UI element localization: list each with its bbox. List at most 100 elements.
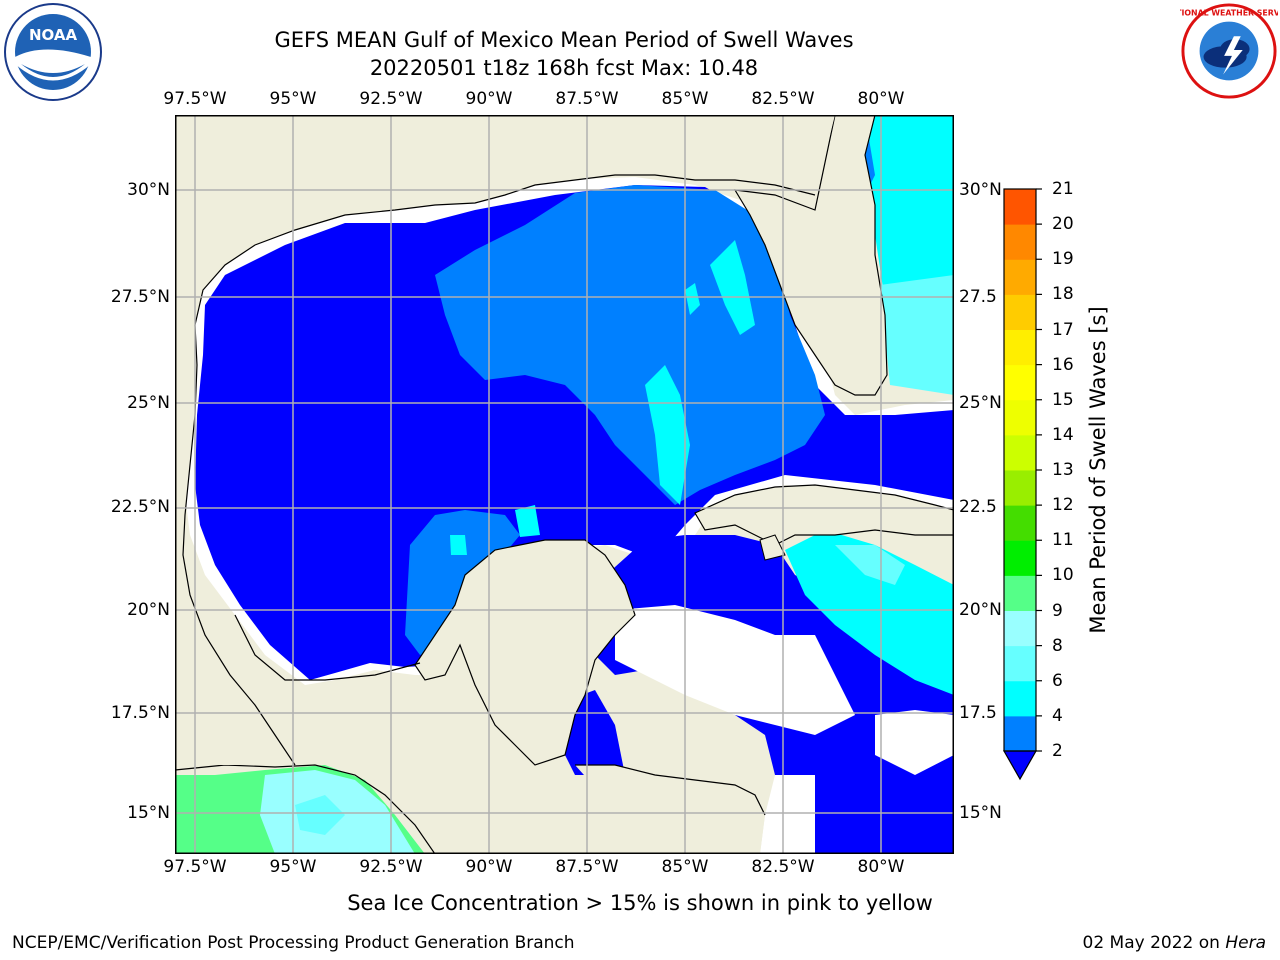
lat-label-right: 30°N (959, 180, 1002, 200)
lat-label-right: 15°N (959, 803, 1002, 823)
colorbar-segment (1004, 470, 1036, 506)
nws-logo: NATIONAL WEATHER SERVICE (1180, 3, 1278, 99)
colorbar-tick-label: 2 (1052, 741, 1063, 761)
lon-label-bottom: 82.5°W (751, 857, 815, 877)
colorbar-tick-label: 14 (1052, 424, 1074, 445)
colorbar-segment (1004, 259, 1036, 295)
colorbar-label: Mean Period of Swell Waves [s] (1086, 306, 1110, 634)
lon-label-top: 82.5°W (751, 89, 815, 109)
colorbar-tick-label: 9 (1052, 600, 1063, 621)
noaa-logo: NOAA (4, 3, 102, 101)
colorbar-segment (1004, 189, 1036, 225)
map-plot (175, 115, 954, 854)
caribbean-swell-6-8 (785, 530, 954, 695)
graticule (175, 115, 954, 854)
lon-label-bottom: 80°W (857, 857, 905, 877)
colorbar-segment (1004, 715, 1036, 752)
lat-label-left: 20°N (127, 600, 170, 620)
lat-label-right: 27.5 (959, 287, 997, 307)
colorbar-tick-label: 12 (1052, 495, 1074, 516)
honduras-coastline (575, 764, 766, 816)
caribbean-missing-2 (760, 775, 815, 854)
colorbar-segment (1004, 540, 1036, 576)
map-frame (175, 115, 954, 854)
honduras-land (575, 765, 954, 854)
footer-date: 02 May 2022 on Hera (1083, 933, 1267, 953)
lat-label-left: 27.5°N (110, 287, 170, 307)
lon-label-bottom: 95°W (269, 857, 317, 877)
gulf-swell-6-streak-5 (450, 535, 467, 555)
lon-label-top: 97.5°W (163, 89, 227, 109)
colorbar-extend-arrow (1002, 750, 1038, 781)
noaa-logo-text: NOAA (29, 26, 78, 44)
colorbar-tick-label: 20 (1052, 214, 1074, 235)
footer-date-text: 02 May 2022 on (1082, 933, 1226, 953)
campeche-coastline (234, 614, 421, 681)
colorbar-tick-label: 21 (1052, 179, 1074, 199)
isla-juventud (759, 534, 786, 561)
caribbean-missing-3 (875, 710, 954, 775)
mexico-us-land (175, 115, 954, 765)
colorbar-tick-label: 17 (1052, 319, 1074, 340)
sea-ice-note: Sea Ice Concentration > 15% is shown in … (347, 891, 933, 915)
cuba (694, 484, 954, 546)
chart-title: GEFS MEAN Gulf of Mexico Mean Period of … (274, 28, 854, 52)
colorbar-segment (1004, 224, 1036, 260)
gulf-swell-6-streak-4 (515, 505, 540, 537)
lat-label-right: 17.5 (959, 703, 997, 723)
colorbar-tick-label: 4 (1052, 705, 1063, 726)
lat-label-left: 15°N (127, 803, 170, 823)
lon-label-top: 95°W (269, 89, 317, 109)
colorbar-tick-label: 10 (1052, 565, 1074, 586)
colorbar-segment (1004, 610, 1036, 647)
colorbar-segment (1004, 329, 1036, 366)
lon-label-bottom: 97.5°W (163, 857, 227, 877)
colorbar-tick-label: 15 (1052, 389, 1074, 410)
caribbean-swell-8 (835, 545, 905, 585)
colorbar-tick-label: 11 (1052, 530, 1074, 551)
colorbar-segment (1004, 399, 1036, 436)
lon-label-top: 92.5°W (359, 89, 423, 109)
lat-label-right: 20°N (959, 600, 1002, 620)
lon-label-top: 87.5°W (555, 89, 619, 109)
lat-label-right: 25°N (959, 393, 1002, 413)
footer-machine: Hera (1225, 933, 1266, 953)
colorbar-tick-label: 18 (1052, 284, 1074, 305)
colorbar (1002, 188, 1042, 781)
colorbar-segment (1004, 680, 1036, 717)
lon-label-bottom: 90°W (465, 857, 513, 877)
colorbar-segment (1004, 364, 1036, 401)
colorbar-tick-label: 13 (1052, 460, 1074, 480)
lon-label-bottom: 92.5°W (359, 857, 423, 877)
colorbar-segment (1004, 645, 1036, 682)
yucatan-peninsula (414, 539, 636, 766)
pacific-coastline (175, 764, 436, 854)
footer-branch: NCEP/EMC/Verification Post Processing Pr… (12, 933, 575, 953)
lat-label-left: 25°N (127, 393, 170, 413)
gulf-swell-6-streak-3 (685, 283, 700, 315)
caribbean-missing-1 (615, 605, 855, 735)
lat-label-left: 22.5°N (110, 497, 170, 517)
colorbar-tick-label: 6 (1052, 670, 1063, 691)
lon-label-bottom: 85°W (661, 857, 709, 877)
colorbar-segment (1004, 434, 1036, 471)
lat-label-left: 17.5°N (110, 703, 170, 723)
gulf-swell-6-streak-1 (645, 365, 690, 505)
lat-label-left: 30°N (127, 180, 170, 200)
atlantic-swell-8 (880, 275, 954, 395)
nws-logo-text: NATIONAL WEATHER SERVICE (1180, 9, 1278, 18)
lat-label-right: 22.5 (959, 497, 997, 517)
lon-label-bottom: 87.5°W (555, 857, 619, 877)
chart-subtitle: 20220501 t18z 168h fcst Max: 10.48 (369, 56, 759, 80)
colorbar-tick-label: 8 (1052, 635, 1063, 656)
lon-label-top: 90°W (465, 89, 513, 109)
colorbar-segment (1004, 575, 1036, 611)
gulf-swell-6-streak-2 (710, 240, 755, 335)
pacific-swell-8 (295, 795, 345, 835)
colorbar-tick-label: 16 (1052, 354, 1074, 375)
lon-label-top: 85°W (661, 89, 709, 109)
colorbar-segment (1004, 294, 1036, 330)
lon-label-top: 80°W (857, 89, 905, 109)
colorbar-segment (1004, 505, 1036, 541)
colorbar-tick-label: 19 (1052, 249, 1074, 270)
